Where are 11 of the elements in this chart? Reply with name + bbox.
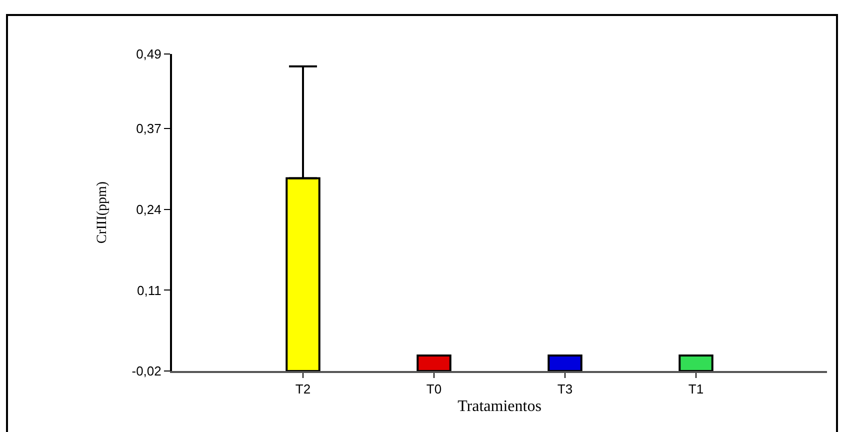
- x-tick-label: T2: [295, 382, 311, 397]
- y-tick-label: 0,11: [137, 282, 162, 298]
- y-tick-label: 0,37: [136, 121, 162, 136]
- y-tick-label: -0,02: [132, 364, 162, 379]
- x-tick-label: T3: [557, 382, 573, 397]
- x-tick-label: T0: [426, 382, 442, 397]
- x-tick-label: T1: [688, 382, 704, 397]
- x-axis-title: Tratamientos: [458, 398, 542, 415]
- y-axis-title: CrIII(ppm): [94, 181, 110, 244]
- y-tick-label: 0,49: [136, 46, 162, 62]
- y-tick-label: 0,24: [136, 202, 162, 217]
